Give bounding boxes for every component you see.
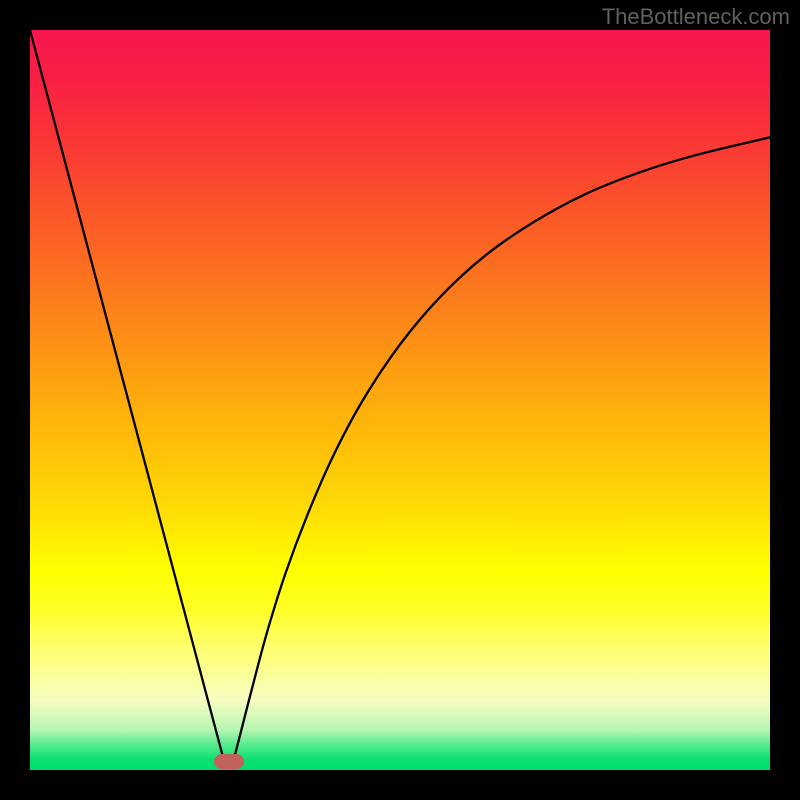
optimum-marker bbox=[214, 754, 244, 769]
chart-container: TheBottleneck.com bbox=[0, 0, 800, 800]
plot-area bbox=[30, 30, 770, 770]
bottleneck-curve bbox=[30, 30, 770, 770]
watermark-text: TheBottleneck.com bbox=[602, 4, 790, 30]
